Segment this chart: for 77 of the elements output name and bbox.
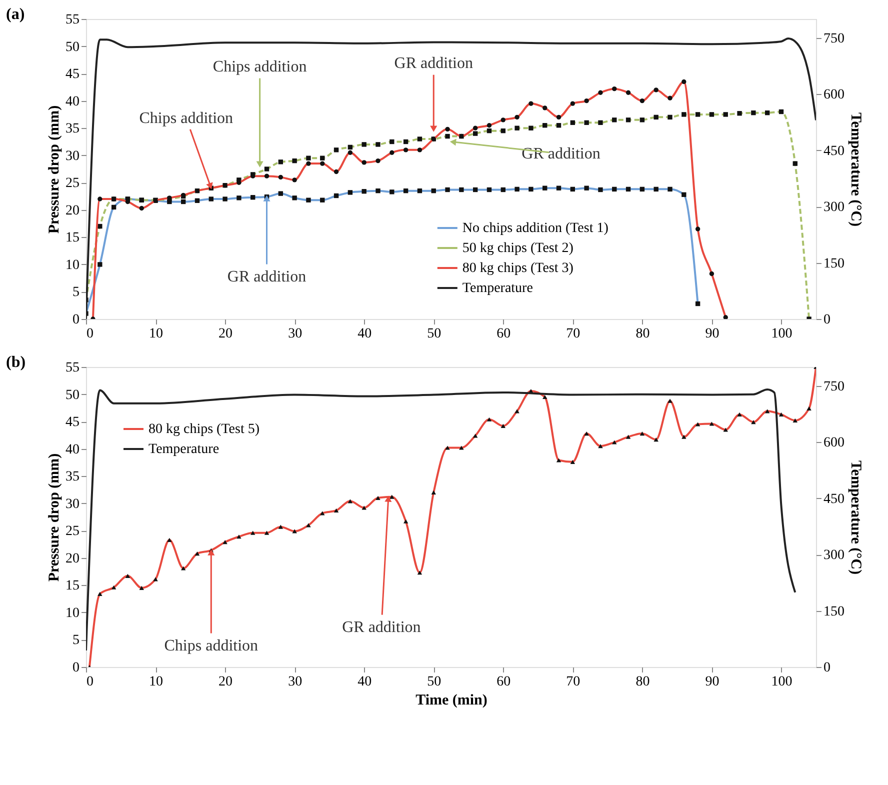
x-tick-label: 20 (218, 674, 233, 690)
x-tick-label: 10 (149, 674, 164, 690)
y-tick-label: 30 (66, 496, 80, 512)
y2-tick-label: 750 (824, 379, 844, 394)
y-axis-title: Pressure drop (mm) (46, 453, 62, 582)
x-tick-label: 0 (86, 674, 94, 690)
y-tick-label: 5 (72, 633, 80, 648)
y2-tick-label: 0 (824, 312, 830, 328)
y2-axis-title: Temperature (°C) (848, 112, 864, 226)
y-tick-label: 55 (66, 12, 80, 28)
x-tick-label: 30 (288, 326, 302, 342)
x-tick-label: 60 (496, 674, 511, 690)
x-tick-label: 0 (86, 326, 94, 342)
y-tick-label: 30 (66, 148, 80, 164)
y-tick-label: 5 (72, 285, 80, 300)
x-tick-label: 60 (496, 326, 511, 342)
x-tick-label: 20 (218, 326, 233, 342)
y2-tick-label: 600 (824, 436, 844, 450)
x-tick-label: 90 (705, 326, 720, 342)
legend-label: 50 kg chips (Test 2) (462, 241, 574, 256)
x-tick-label: 40 (358, 674, 372, 690)
legend-label: No chips addition (Test 1) (462, 221, 609, 236)
chart-title: (a) (6, 6, 25, 23)
y2-tick-label: 450 (824, 144, 844, 159)
y2-tick-label: 300 (824, 548, 844, 563)
x-tick-label: 50 (427, 326, 442, 342)
y-tick-label: 50 (66, 388, 80, 403)
x-tick-label: 100 (771, 326, 792, 342)
y-axis-title: Pressure drop (mm) (46, 105, 62, 234)
annotation: Chips addition (212, 58, 307, 76)
x-tick-label: 10 (149, 326, 164, 342)
legend-label: Temperature (148, 442, 220, 457)
y2-tick-label: 300 (824, 200, 844, 215)
y-tick-label: 35 (66, 470, 80, 485)
chart-title: (b) (6, 354, 26, 371)
x-tick-label: 40 (358, 326, 372, 342)
legend-label: Temperature (462, 281, 533, 296)
y-tick-label: 15 (66, 578, 80, 594)
y-tick-label: 25 (66, 524, 80, 540)
x-tick-label: 50 (427, 674, 442, 690)
y2-axis-title: Temperature (°C) (848, 460, 864, 574)
annotation: Chips addition (139, 110, 234, 128)
y-tick-label: 50 (66, 40, 80, 55)
y-tick-label: 0 (72, 312, 80, 328)
x-tick-label: 70 (566, 674, 580, 690)
y2-tick-label: 0 (824, 660, 830, 676)
x-tick-label: 100 (771, 674, 792, 690)
y-tick-label: 55 (66, 360, 80, 376)
x-tick-label: 30 (288, 674, 302, 690)
x-tick-label: 90 (705, 674, 720, 690)
annotation: GR addition (342, 618, 421, 636)
y-tick-label: 45 (66, 67, 80, 82)
y-tick-label: 0 (72, 660, 80, 676)
annotation: Chips addition (164, 637, 258, 654)
y-tick-label: 20 (66, 203, 80, 218)
y2-tick-label: 750 (824, 31, 844, 46)
legend-label: 80 kg chips (Test 5) (148, 422, 260, 437)
y-tick-label: 25 (66, 176, 80, 192)
y2-tick-label: 450 (824, 492, 844, 507)
legend-label: 80 kg chips (Test 3) (462, 261, 574, 276)
y-tick-label: 10 (66, 606, 80, 621)
x-axis-title: Time (min) (416, 692, 488, 708)
y2-tick-label: 150 (824, 256, 844, 272)
annotation: GR addition (227, 268, 306, 286)
x-tick-label: 80 (636, 326, 650, 342)
y2-tick-label: 600 (824, 88, 844, 102)
y-tick-label: 35 (66, 122, 80, 137)
y-tick-label: 20 (66, 551, 80, 566)
y2-tick-label: 150 (824, 604, 844, 620)
y-tick-label: 45 (66, 415, 80, 430)
x-tick-label: 80 (636, 674, 650, 690)
x-tick-label: 70 (566, 326, 580, 342)
annotation: GR addition (394, 54, 473, 72)
y-tick-label: 40 (66, 94, 80, 110)
y-tick-label: 40 (66, 442, 80, 458)
y-tick-label: 15 (66, 230, 80, 246)
y-tick-label: 10 (66, 258, 80, 273)
